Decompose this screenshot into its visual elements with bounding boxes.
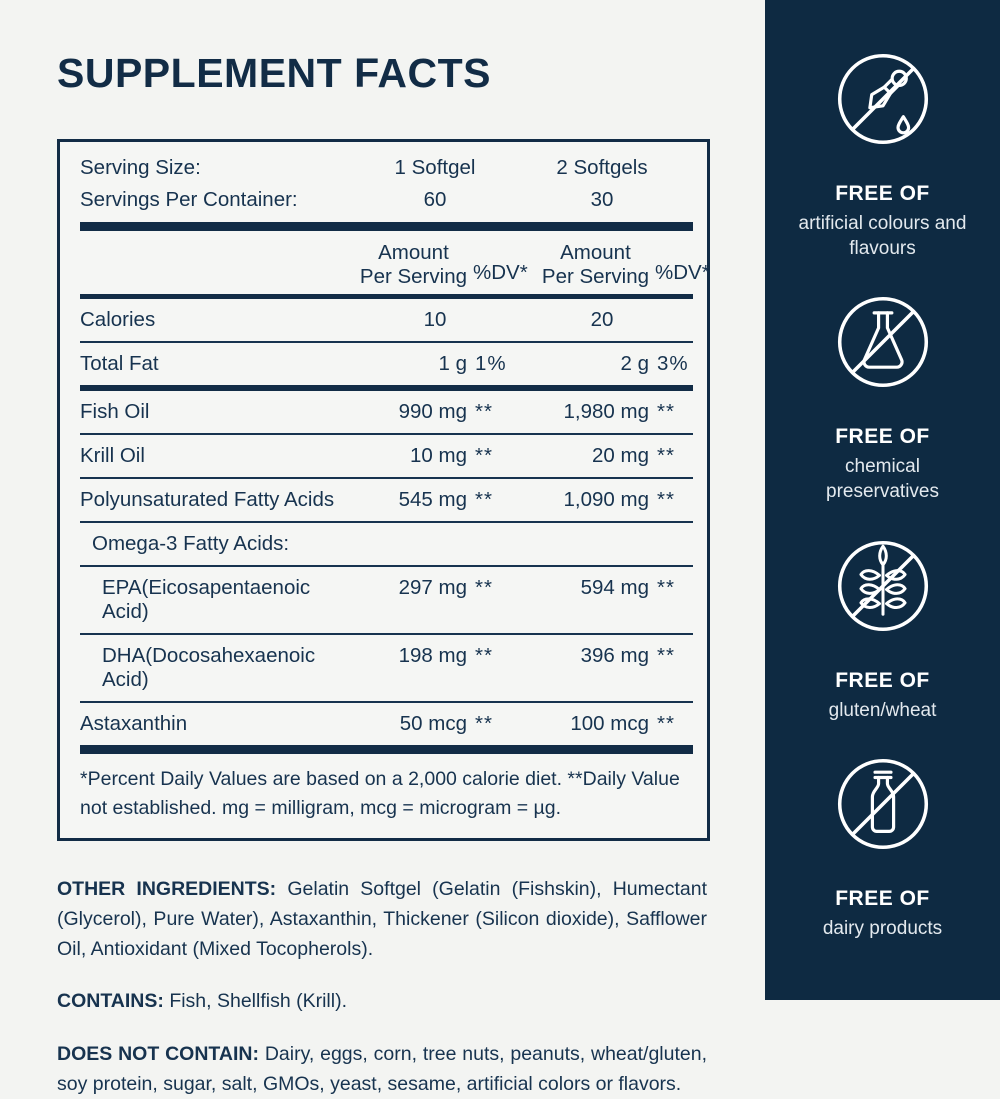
amount-per-serving-header-1: Amount Per Serving	[359, 241, 467, 288]
calories-col1: 10	[423, 308, 447, 332]
does-not-contain-paragraph: DOES NOT CONTAIN: Dairy, eggs, corn, tre…	[57, 1039, 707, 1099]
badge-artificial-colours: FREE OF artificial colours and flavours	[789, 46, 977, 261]
badge-title: FREE OF	[835, 425, 930, 449]
contains-label: CONTAINS:	[57, 990, 164, 1013]
table-row-omega3-subheading: Omega-3 Fatty Acids:	[80, 523, 693, 568]
badge-gluten-wheat: FREE OF gluten/wheat	[828, 533, 937, 724]
label-panel: SUPPLEMENT FACTS Serving Size: 1 Softgel…	[57, 50, 710, 1095]
badge-subtitle: artificial colours and flavours	[798, 212, 967, 259]
dv-header-2: %DV*	[655, 261, 710, 285]
calories-row: Calories 10 20	[80, 299, 693, 344]
badge-chemical-preservatives: FREE OF chemical preservatives	[789, 289, 977, 504]
dv-header-1: %DV*	[473, 261, 528, 285]
other-ingredients-label: OTHER INGREDIENTS:	[57, 877, 277, 900]
serving-size-label: Serving Size:	[80, 156, 201, 179]
column-header-row: Amount Per Serving %DV* Amount Per Servi…	[80, 231, 710, 294]
servings-per-container-col1: 60	[423, 188, 447, 211]
does-not-contain-label: DOES NOT CONTAIN:	[57, 1042, 259, 1065]
serving-size-row: Serving Size: 1 Softgel 2 Softgels	[80, 152, 693, 184]
divider-thick	[80, 222, 693, 231]
servings-per-container-row: Servings Per Container: 60 30	[80, 184, 693, 216]
free-of-sidebar: FREE OF artificial colours and flavours …	[765, 0, 1000, 1000]
table-row-epa: EPA(Eicosapentaenoic Acid) 297 mg ** 594…	[80, 567, 693, 636]
servings-per-container-label: Servings Per Container:	[80, 188, 298, 211]
badge-title: FREE OF	[835, 181, 930, 205]
contains-text: Fish, Shellfish (Krill).	[169, 990, 348, 1013]
divider-medium	[80, 385, 693, 392]
supplement-facts-table: Serving Size: 1 Softgel 2 Softgels Servi…	[57, 139, 710, 841]
divider-medium	[80, 294, 693, 300]
contains-paragraph: CONTAINS: Fish, Shellfish (Krill).	[57, 986, 707, 1016]
serving-size-col1: 1 Softgel	[394, 156, 476, 179]
table-row-fish-oil: Fish Oil 990 mg ** 1,980 mg **	[80, 391, 693, 436]
other-ingredients-paragraph: OTHER INGREDIENTS: Gelatin Softgel (Gela…	[57, 874, 707, 965]
no-milk-icon	[837, 759, 928, 850]
no-flask-icon	[837, 297, 928, 388]
servings-per-container-col2: 30	[590, 188, 614, 211]
no-wheat-icon	[837, 540, 928, 631]
serving-size-col2: 2 Softgels	[556, 156, 648, 179]
other-ingredients-text: Gelatin Softgel (Gelatin (Fishskin), Hum…	[57, 877, 707, 961]
divider-thick	[80, 745, 693, 755]
badge-subtitle: dairy products	[822, 918, 943, 940]
calories-label: Calories	[80, 308, 156, 332]
no-dropper-icon	[837, 53, 928, 145]
badge-subtitle: chemical preservatives	[826, 456, 939, 502]
table-row-krill-oil: Krill Oil 10 mg ** 20 mg **	[80, 435, 693, 480]
calories-col2: 20	[590, 308, 614, 332]
table-row-dha: DHA(Docosahexaenoic Acid) 198 mg ** 396 …	[80, 635, 693, 704]
badge-title: FREE OF	[835, 887, 930, 911]
badge-title: FREE OF	[835, 668, 930, 692]
page-title: SUPPLEMENT FACTS	[57, 50, 491, 96]
table-row-polyunsaturated: Polyunsaturated Fatty Acids 545 mg ** 1,…	[80, 479, 693, 524]
table-row-astaxanthin: Astaxanthin 50 mcg ** 100 mcg **	[80, 712, 675, 736]
badge-subtitle: gluten/wheat	[828, 699, 937, 721]
table-row-total-fat: Total Fat 1 g 1% 2 g 3%	[80, 352, 689, 376]
daily-value-footnote: *Percent Daily Values are based on a 2,0…	[80, 768, 680, 820]
amount-per-serving-header-2: Amount Per Serving	[541, 241, 649, 288]
badge-dairy-products: FREE OF dairy products	[823, 751, 942, 942]
